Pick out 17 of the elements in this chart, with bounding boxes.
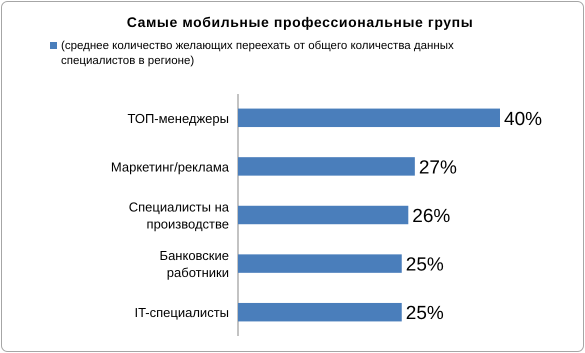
data-label: 27% <box>418 157 457 178</box>
bar <box>238 157 415 176</box>
data-label: 26% <box>412 206 450 227</box>
y-tick-label: Маркетинг/реклама <box>110 159 230 174</box>
legend-label: (среднее количество желающих переехать от общего количества данных специалистов в регионе) <box>61 40 454 67</box>
y-tick-label: Банковские работники <box>160 248 229 280</box>
y-tick-label: IT-специалисты <box>134 305 229 320</box>
data-label: 25% <box>406 254 444 276</box>
y-tick-label: ТОП-менеджеры <box>127 110 229 126</box>
y-tick-label: Специалисты на производстве <box>128 200 230 232</box>
bar <box>238 254 402 273</box>
chart-title: Самые мобильные профессиональные групы <box>126 14 474 30</box>
bar <box>238 206 408 224</box>
bar <box>238 108 500 128</box>
data-label: 25% <box>406 303 444 324</box>
data-label: 40% <box>504 108 542 130</box>
bar <box>238 302 402 322</box>
